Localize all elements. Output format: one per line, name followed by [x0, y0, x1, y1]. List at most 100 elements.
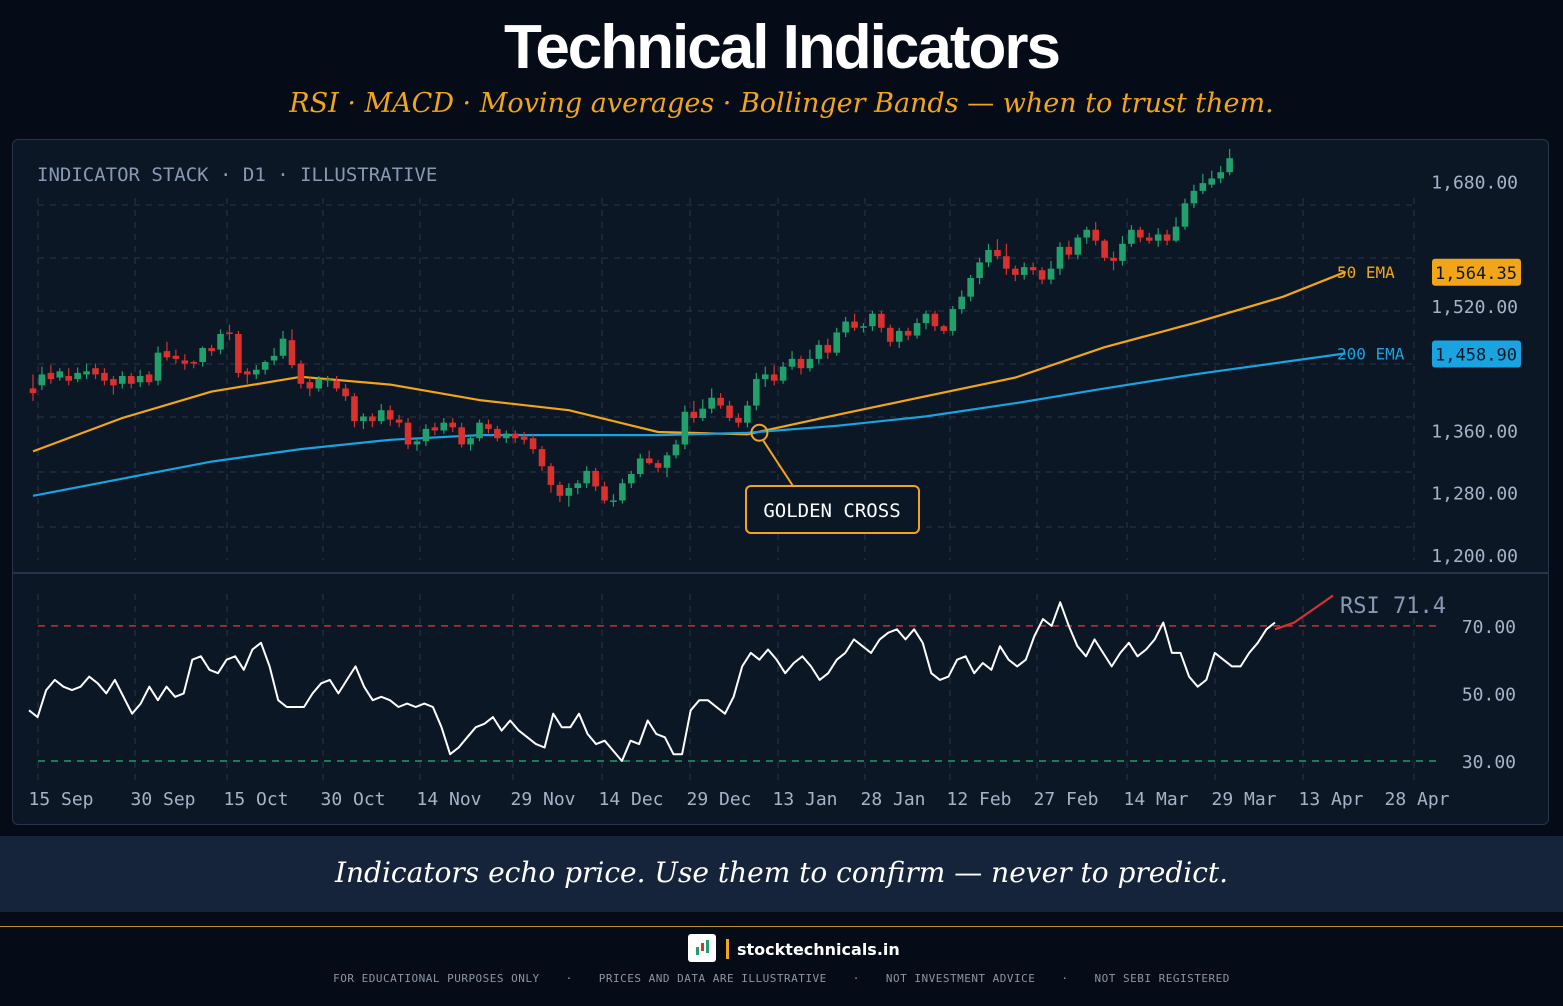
candle-body — [931, 313, 939, 327]
ema-50-label: 50 EMA — [1337, 263, 1395, 282]
candle-body — [1074, 237, 1082, 255]
candle-body — [788, 358, 796, 367]
candle — [1012, 265, 1019, 282]
candle-body — [511, 433, 519, 439]
candle — [931, 310, 939, 331]
candle-body — [226, 332, 233, 334]
candle — [869, 310, 876, 331]
candle — [199, 346, 206, 367]
candle — [56, 368, 64, 381]
candle-body — [440, 422, 448, 431]
candle — [74, 367, 81, 383]
candle-body — [261, 362, 269, 370]
candle — [744, 400, 751, 428]
candle-body — [895, 330, 903, 342]
candle — [601, 481, 608, 504]
candle — [842, 316, 849, 338]
candle — [967, 274, 974, 302]
candle-body — [949, 309, 957, 331]
ema-50-value-badge — [1432, 258, 1521, 286]
candle-body — [726, 405, 733, 418]
candle — [735, 413, 742, 428]
candle-body — [860, 326, 867, 328]
date-axis-tick: 15 Sep — [28, 789, 93, 810]
candle-body — [235, 334, 242, 373]
candle — [217, 329, 224, 355]
candle — [574, 480, 582, 495]
candle-body — [1137, 229, 1144, 238]
candle-body — [136, 376, 144, 383]
candle — [815, 340, 823, 364]
candle-body — [753, 379, 760, 406]
candle — [324, 376, 331, 387]
candle-body — [547, 466, 555, 485]
candle-body — [404, 422, 412, 445]
candle — [1083, 226, 1091, 244]
candle — [83, 363, 90, 380]
candle — [101, 368, 108, 386]
date-axis-tick: 28 Jan — [860, 789, 925, 810]
candle-body — [458, 427, 465, 445]
candle-body — [1154, 234, 1162, 241]
candle-body — [494, 428, 501, 439]
candle — [306, 377, 314, 397]
candle-body — [1128, 229, 1135, 244]
candle-body — [485, 424, 492, 429]
candle — [663, 452, 671, 478]
candle-body — [1092, 229, 1099, 241]
candle — [1181, 198, 1189, 230]
candle-body — [922, 313, 930, 324]
price-axis-tick: 1,520.00 — [1431, 297, 1518, 318]
candle-body — [1119, 243, 1126, 261]
candle-body — [592, 470, 599, 487]
candle — [994, 239, 1001, 260]
candle-body — [279, 338, 287, 356]
candle — [797, 355, 805, 375]
candle — [208, 344, 215, 356]
candle — [1020, 262, 1028, 280]
candle — [913, 318, 921, 339]
candle-body — [1012, 268, 1019, 275]
candle-body — [65, 376, 73, 381]
candle-body — [574, 483, 582, 488]
candle-body — [717, 397, 724, 406]
golden-cross-label: GOLDEN CROSS — [763, 500, 900, 522]
candle — [1172, 217, 1180, 243]
candle-body — [360, 416, 367, 422]
separator-dot: · — [565, 972, 573, 985]
page-subtitle: RSI · MACD · Moving averages · Bollinger… — [289, 88, 1274, 119]
ema-200-label: 200 EMA — [1337, 344, 1405, 363]
candle — [422, 424, 430, 446]
candle — [47, 365, 55, 384]
candle-body — [270, 355, 278, 361]
candle — [645, 450, 653, 465]
candle — [127, 372, 135, 389]
candle-body — [672, 444, 680, 456]
candle — [761, 366, 769, 387]
indicator-chart: INDICATOR STACK · D1 · ILLUSTRATIVE 1,68… — [13, 148, 1549, 810]
candle-body — [824, 344, 832, 353]
candle — [940, 324, 948, 334]
candle — [717, 393, 724, 409]
golden-cross-leader — [762, 440, 794, 487]
candle-body — [449, 422, 457, 428]
candle — [1190, 184, 1198, 208]
candle-body — [127, 376, 135, 384]
candle — [485, 419, 492, 434]
ema-50-line — [32, 270, 1347, 453]
candle-body — [833, 332, 840, 353]
candle-body — [636, 458, 644, 474]
ema-200-value-badge — [1432, 340, 1521, 368]
candle — [494, 425, 501, 442]
candle-body — [967, 278, 974, 297]
candle — [949, 306, 957, 336]
candle-body — [377, 410, 385, 422]
candle-body — [101, 372, 108, 381]
candle-body — [628, 474, 635, 484]
brand-link[interactable]: stocktechnicals.in — [737, 940, 900, 959]
candle — [145, 371, 153, 386]
ema-200-value: 1,458.90 — [1435, 345, 1517, 365]
candle-body — [306, 382, 314, 389]
candle — [654, 460, 662, 473]
candle-body — [806, 358, 814, 369]
